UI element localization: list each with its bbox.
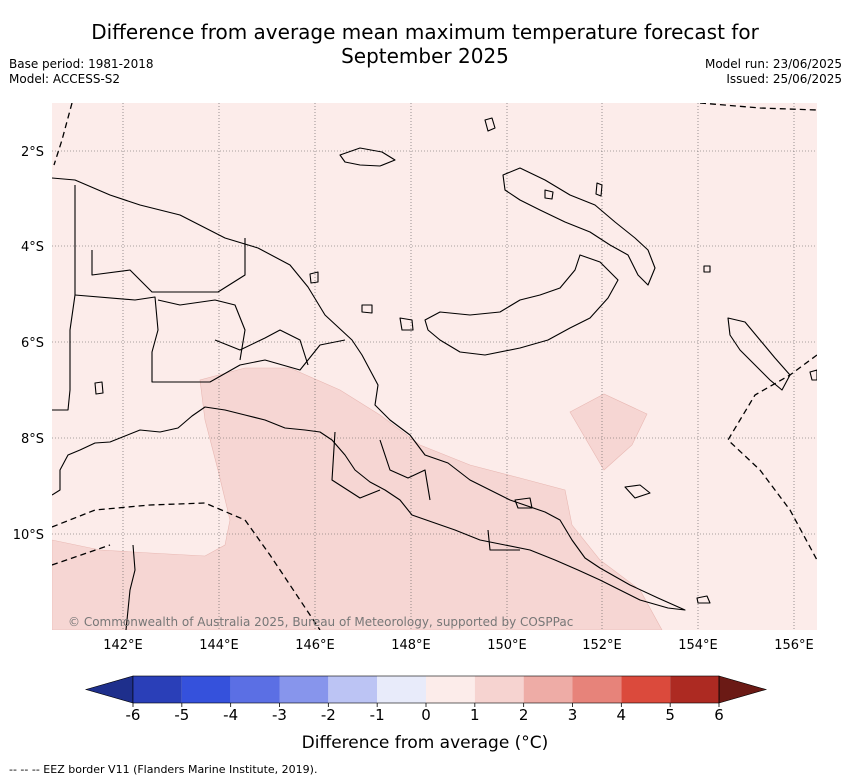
lon-tick-label: 150°E — [487, 638, 527, 653]
new-britain-coast — [502, 167, 656, 286]
lat-tick-label: 6°S — [21, 336, 44, 351]
province-border — [487, 529, 520, 551]
island-outline — [696, 595, 711, 604]
colorbar-tick-label: 2 — [519, 706, 529, 724]
lon-tick-label: 152°E — [582, 638, 622, 653]
colorbar-tick-label: -1 — [370, 706, 385, 724]
province-border — [379, 439, 431, 501]
colorbar-segment — [279, 676, 329, 703]
island-outline — [361, 304, 373, 314]
eez-border — [53, 103, 73, 166]
lon-tick-label: 156°E — [774, 638, 814, 653]
title-line-2: September 2025 — [341, 44, 509, 68]
colorbar-tick-label: 6 — [714, 706, 724, 724]
island-outline — [309, 271, 319, 284]
lon-tick-label: 144°E — [199, 638, 239, 653]
colorbar-segment — [572, 676, 622, 703]
chart-title: Difference from average mean maximum tem… — [0, 20, 850, 68]
colorbar-segment — [328, 676, 378, 703]
huon-coast — [424, 254, 619, 356]
province-border — [331, 431, 381, 499]
lat-tick-label: 2°S — [21, 145, 44, 160]
title-line-1: Difference from average mean maximum tem… — [91, 20, 759, 44]
province-border — [91, 238, 246, 293]
new-guinea-coastline — [52, 177, 686, 611]
axis-tick-labels: 142°E 144°E 146°E 148°E 150°E 152°E 154°E 156°E… — [13, 145, 814, 653]
island-outline — [595, 182, 603, 197]
lon-tick-label: 142°E — [103, 638, 143, 653]
base-period: Base period: 1981-2018 — [9, 57, 154, 71]
island-outline — [544, 189, 554, 200]
island-outline — [514, 497, 533, 509]
lon-tick-label: 154°E — [678, 638, 718, 653]
eez-border — [52, 502, 321, 630]
eez-border — [52, 544, 111, 566]
warm-anomaly-region — [52, 367, 663, 630]
island-outline — [399, 317, 414, 331]
meta-left: Base period: 1981-2018 Model: ACCESS-S2 — [9, 57, 154, 87]
province-border — [157, 299, 246, 361]
lon-tick-label: 146°E — [295, 638, 335, 653]
new-ireland-coast — [339, 147, 396, 167]
colorbar-tick-label: -5 — [174, 706, 189, 724]
province-border — [214, 329, 309, 366]
colorbar-segment — [181, 676, 231, 703]
eez-border — [727, 354, 817, 561]
colorbar-extend-low — [84, 675, 134, 704]
colorbar-tick-label: -6 — [126, 706, 141, 724]
colorbar-tick-label: -3 — [272, 706, 287, 724]
lon-tick-label: 148°E — [391, 638, 431, 653]
colorbar-segment — [133, 676, 182, 703]
colorbar-segment — [426, 676, 475, 703]
copyright-notice: © Commonwealth of Australia 2025, Bureau… — [68, 615, 573, 629]
eez-border — [699, 103, 817, 111]
issued-date: Issued: 25/06/2025 — [726, 72, 842, 86]
colorbar-label: Difference from average (°C) — [301, 733, 549, 753]
lat-tick-label: 8°S — [21, 432, 44, 447]
island-outline — [703, 265, 711, 273]
colorbar-tick-label: -4 — [223, 706, 238, 724]
island-outline — [484, 117, 496, 132]
warm-anomaly-region — [569, 393, 648, 471]
colorbar-segment — [474, 676, 524, 703]
colorbar-segment — [621, 676, 671, 703]
island-outline — [624, 484, 651, 499]
model-run: Model run: 23/06/2025 — [704, 57, 842, 71]
colorbar-tick-label: 5 — [665, 706, 675, 724]
lat-tick-label: 4°S — [21, 240, 44, 255]
island-outline — [94, 381, 104, 395]
province-border — [74, 294, 346, 383]
bougainville-coast — [727, 317, 791, 391]
meta-right: Model run: 23/06/2025 Issued: 25/06/2025 — [705, 57, 842, 87]
colorbar-tick-label: 4 — [617, 706, 627, 724]
colorbar-tick-label: 0 — [421, 706, 431, 724]
colorbar-segment — [670, 676, 719, 703]
colorbar: -6 -5 -4 -3 -2 -1 0 1 2 3 4 5 6 — [84, 675, 768, 724]
lat-tick-label: 10°S — [13, 528, 44, 543]
colorbar-segment — [523, 676, 573, 703]
colorbar-tick-label: 1 — [470, 706, 480, 724]
model-name: Model: ACCESS-S2 — [9, 72, 121, 86]
eez-footnote: -- -- -- EEZ border V11 (Flanders Marine… — [9, 763, 318, 776]
colorbar-segment — [230, 676, 280, 703]
colorbar-segment — [377, 676, 426, 703]
cape-york-coast — [125, 544, 136, 630]
colorbar-tick-label: -2 — [321, 706, 336, 724]
colorbar-extend-high — [718, 675, 768, 704]
island-outline — [809, 369, 817, 381]
colorbar-tick-label: 3 — [568, 706, 578, 724]
international-border — [52, 185, 76, 411]
